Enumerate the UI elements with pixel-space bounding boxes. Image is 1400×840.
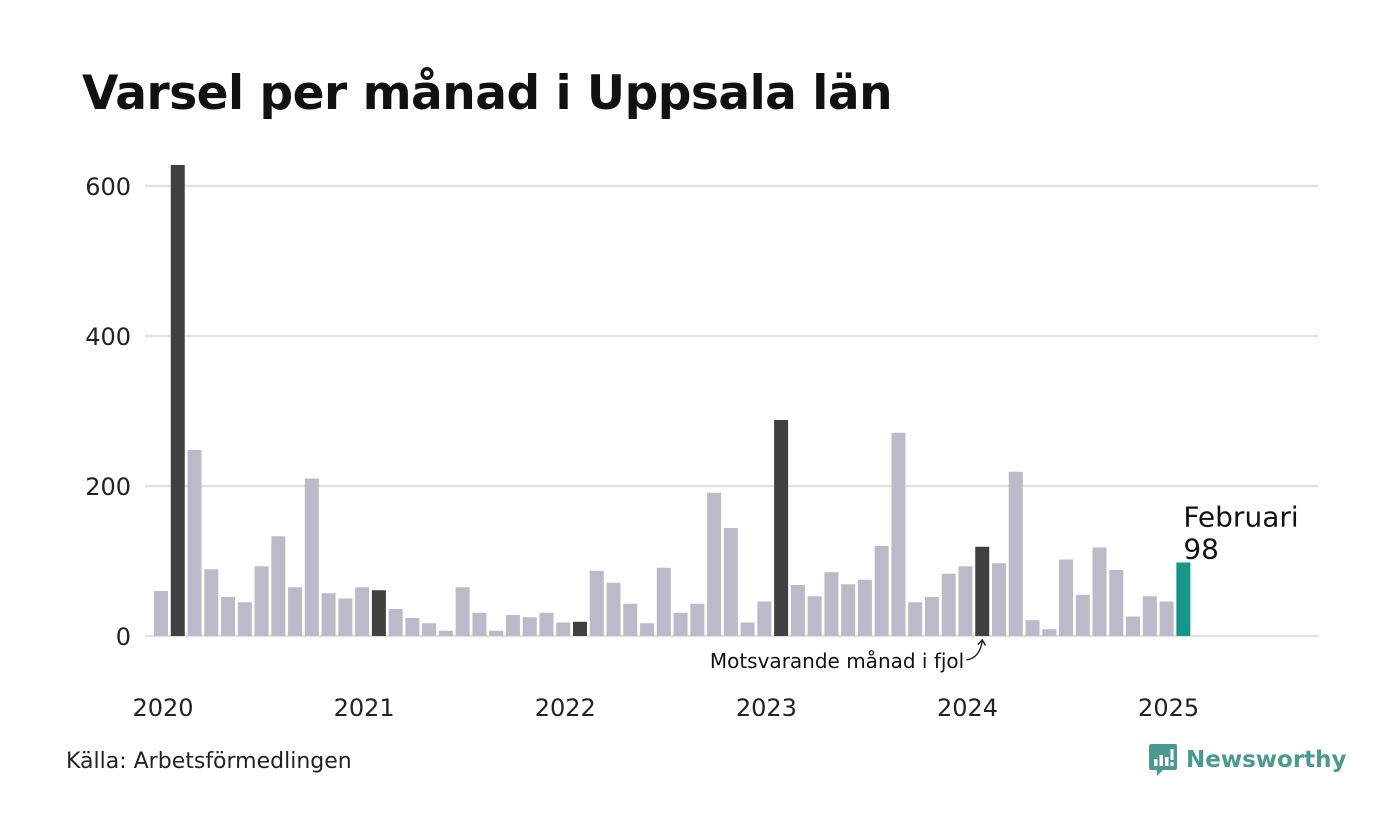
x-tick-label-2020: 2020 [132,694,193,722]
bar-2021-03 [388,609,403,636]
brand-name: Newsworthy [1186,747,1347,773]
y-tick-label: 200 [85,473,131,501]
bar-2024-04 [1008,471,1023,636]
x-tick-label-2023: 2023 [736,694,797,722]
bar-2021-10 [505,615,520,636]
x-tick-label-2025: 2025 [1138,694,1199,722]
bar-2023-03 [790,585,805,636]
bar-2022-12 [740,622,755,636]
bar-2024-02 [975,546,990,636]
bar-2022-04 [606,582,621,636]
x-tick-label-2024: 2024 [937,694,998,722]
bar-2024-10 [1109,570,1124,636]
bar-2024-09 [1092,547,1107,636]
bar-2023-04 [807,596,822,636]
bar-2025-02 [1176,562,1191,636]
bar-2021-12 [539,612,554,636]
bar-2024-07 [1059,559,1074,636]
bar-2020-10 [304,478,319,636]
bar-2020-05 [221,597,236,636]
bar-2023-06 [841,584,856,636]
prior-year-annotation: Motsvarande månad i fjol [710,649,964,673]
bar-2021-01 [355,587,370,636]
bar-2020-12 [338,598,353,636]
bar-2021-09 [489,630,504,636]
bar-2023-10 [908,602,923,636]
bar-2022-10 [707,492,722,636]
bar-2020-07 [254,566,269,636]
bars [154,165,1191,636]
chart-title: Varsel per månad i Uppsala län [82,66,893,121]
x-axis-ticks: 2020 2021 2022 2023 2024 2025 [132,694,1199,722]
bar-2021-02 [371,590,386,636]
bar-2021-05 [422,623,437,636]
bar-2024-08 [1075,594,1090,636]
x-tick-label-2021: 2021 [334,694,395,722]
bar-2022-01 [556,622,571,636]
bar-2021-08 [472,612,487,636]
bar-2022-07 [656,567,671,636]
bar-2020-06 [237,602,252,636]
y-tick-label: 0 [116,623,131,651]
bar-2023-05 [824,572,839,636]
newsworthy-logo: Newsworthy [1148,742,1347,778]
bar-2022-03 [589,570,604,636]
bar-2023-11 [924,597,939,636]
bar-2020-01 [154,591,168,636]
bar-2022-09 [690,603,705,636]
bar-2020-09 [288,587,303,636]
bar-2024-06 [1042,629,1057,636]
bar-2022-02 [573,621,587,636]
bar-2020-11 [321,593,336,636]
x-tick-label-2022: 2022 [535,694,596,722]
bar-2021-04 [405,618,420,636]
bar-2021-06 [438,630,453,636]
y-axis-ticks: 0 200 400 600 [85,173,131,651]
bar-2025-01 [1159,601,1174,636]
source-note: Källa: Arbetsförmedlingen [66,749,352,774]
y-tick-label: 400 [85,323,131,351]
bar-2023-07 [857,579,872,636]
bar-2020-08 [271,536,286,636]
bar-2023-02 [774,420,789,636]
bar-2023-12 [941,573,956,636]
bar-2022-06 [640,623,655,636]
bar-2023-08 [874,546,889,636]
bar-2021-07 [455,587,470,636]
bar-2023-09 [891,432,906,636]
bar-2024-01 [958,566,973,636]
bar-2022-11 [723,528,738,636]
bar-2020-03 [187,450,202,636]
bar-2024-12 [1142,596,1157,636]
bar-2022-05 [623,603,638,636]
current-value-label: 98 [1183,533,1219,566]
bar-2022-08 [673,612,688,636]
bar-2024-11 [1126,616,1141,636]
newsworthy-icon [1149,744,1177,776]
bar-2023-01 [757,601,772,636]
annotation-arrow [966,640,982,661]
current-month-label: Februari [1183,501,1298,534]
bar-2020-02 [170,165,185,636]
bar-2021-11 [522,617,537,636]
bar-2020-04 [204,569,219,636]
y-tick-label: 600 [85,173,131,201]
bar-2024-05 [1025,620,1040,636]
bar-2024-03 [992,563,1006,636]
